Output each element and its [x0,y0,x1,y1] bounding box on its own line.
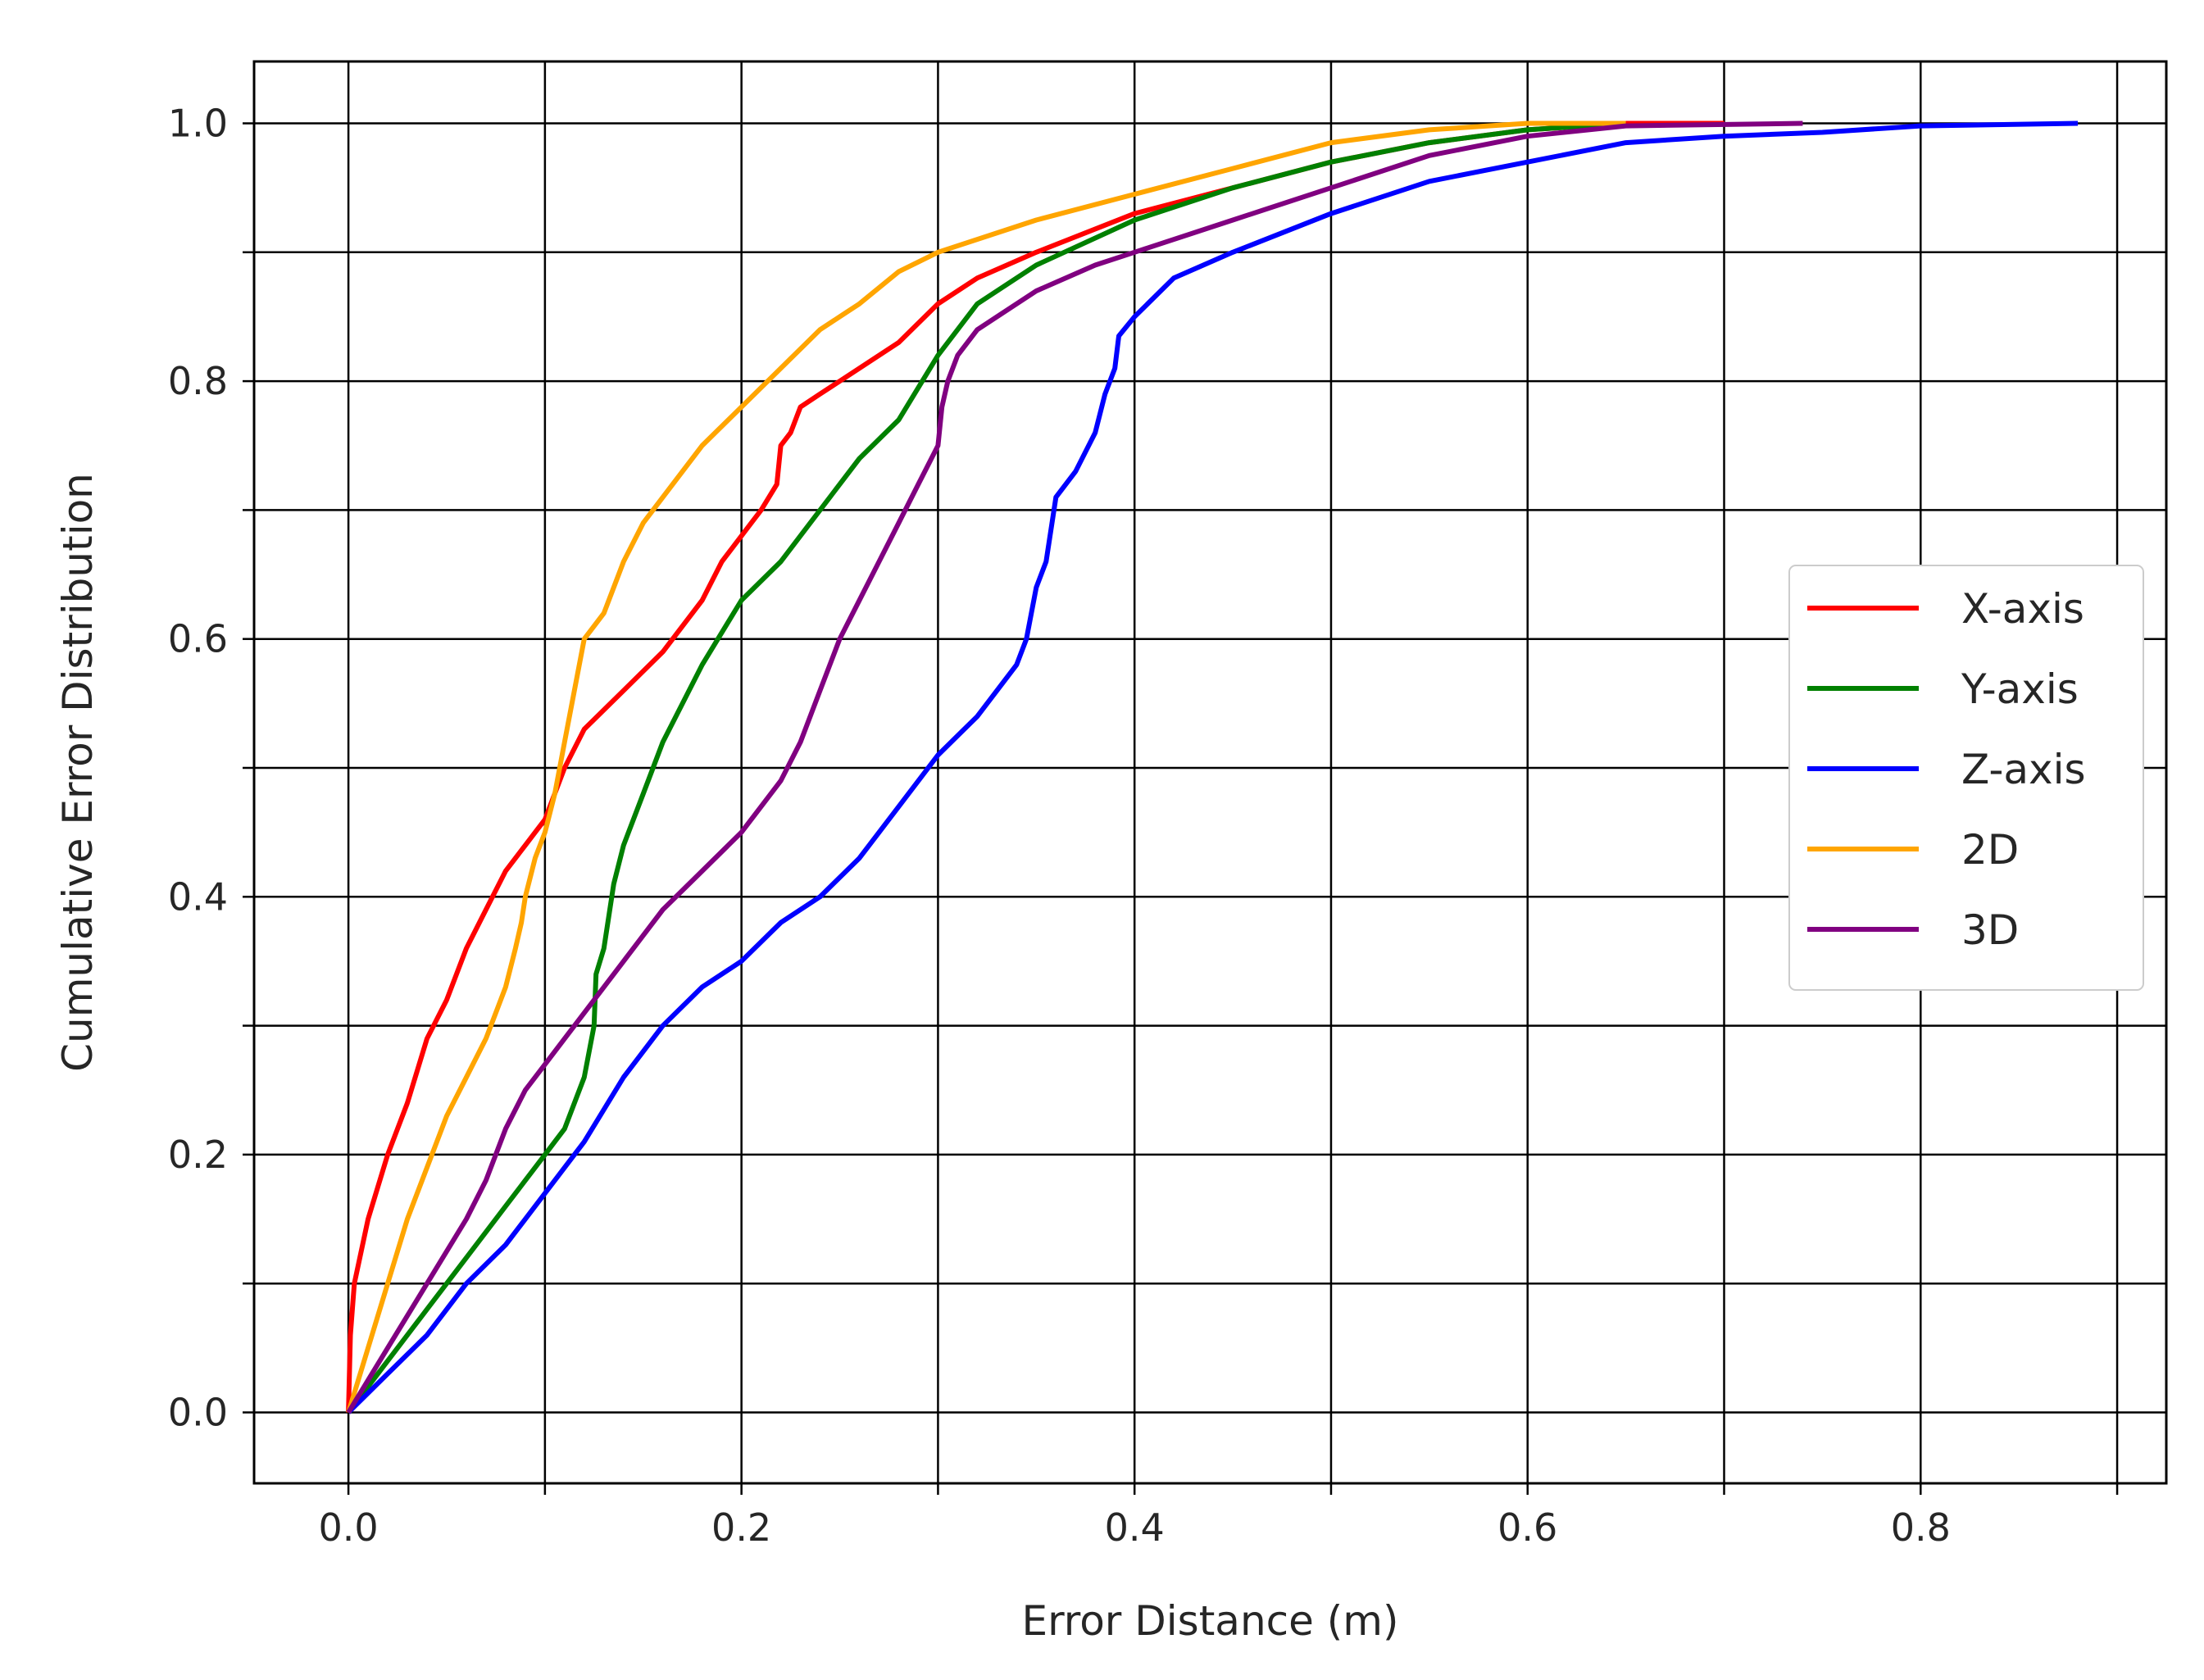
series-line-2d [346,120,1626,1414]
y-axis-label: Cumulative Error Distribution [54,473,102,1072]
y-tick-label: 1.0 [168,102,228,146]
series-lines [346,120,2079,1414]
x-tick-label: 0.8 [1891,1505,1951,1550]
legend-label-2d: 2D [1961,826,2019,874]
series-line-y-axis [346,120,1626,1414]
series-line-z-axis [346,120,2079,1414]
y-tick-label: 0.0 [168,1390,228,1434]
legend-label-x-axis: X-axis [1961,585,2084,633]
y-tick-label: 0.2 [168,1133,228,1177]
x-tick-label: 0.0 [319,1505,379,1550]
series-line-3d [346,120,1803,1414]
x-tick-label: 0.6 [1497,1505,1557,1550]
x-tick-label: 0.2 [711,1505,771,1550]
legend-label-3d: 3D [1961,906,2019,954]
x-axis-label: Error Distance (m) [1021,1597,1398,1645]
legend-label-z-axis: Z-axis [1961,746,2086,793]
legend-label-y-axis: Y-axis [1961,665,2079,713]
legend: X-axis Y-axis Z-axis 2D 3D [1788,565,2144,991]
legend-box [1788,565,2144,991]
y-tick-label: 0.6 [168,617,228,661]
y-tick-label: 0.4 [168,874,228,919]
x-axis-ticks: 0.0 0.2 0.4 0.6 0.8 [319,1483,2119,1550]
y-tick-label: 0.8 [168,359,228,403]
series-line-x-axis [346,120,1725,1413]
y-axis-ticks: 0.0 0.2 0.4 0.6 0.8 1.0 [168,102,254,1434]
x-tick-label: 0.4 [1105,1505,1165,1550]
plot-frame [252,60,2168,1485]
